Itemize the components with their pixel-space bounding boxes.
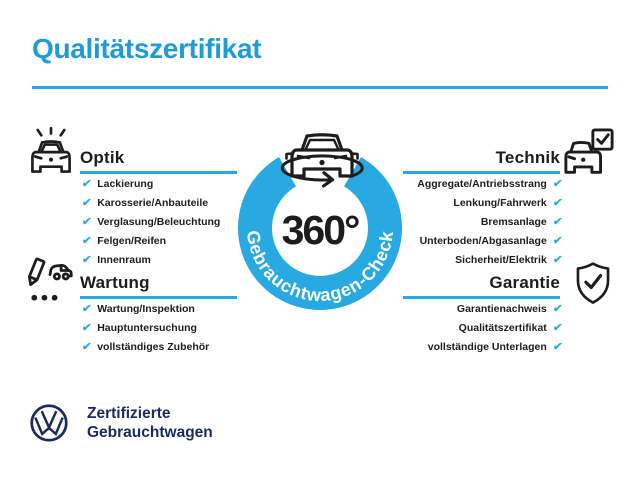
page-title: Qualitätszertifikat: [32, 33, 262, 64]
check-item: ✔ Felgen/Reifen: [81, 234, 167, 248]
check-item: Unterboden/Abgasanlage ✔: [419, 234, 563, 248]
check-item: Sicherheit/Elektrik ✔: [455, 253, 563, 267]
check-item: Qualitätszertifikat ✔: [458, 321, 563, 335]
check-item-label: Lenkung/Fahrwerk: [453, 197, 547, 209]
section-rule-garantie: [403, 296, 560, 299]
brand-line1: Zertifizierte: [87, 405, 171, 422]
check-item: ✔ vollständiges Zubehör: [81, 340, 210, 354]
car-front-shine-icon: [31, 126, 71, 173]
shield-check-icon: [576, 262, 610, 304]
check-item-label: Verglasung/Beleuchtung: [97, 216, 221, 228]
check-item: Lenkung/Fahrwerk ✔: [453, 196, 563, 210]
check-item: ✔ Wartung/Inspektion: [81, 302, 195, 316]
check-icon: ✔: [81, 234, 93, 247]
degree-label: 360°: [281, 207, 361, 253]
check-icon: ✔: [552, 340, 563, 353]
check-item: Bremsanlage ✔: [480, 215, 563, 229]
check-icon: ✔: [81, 177, 93, 190]
section-rule-optik: [80, 171, 237, 174]
check-item: ✔ Verglasung/Beleuchtung: [81, 215, 221, 229]
check-item-label: Unterboden/Abgasanlage: [419, 235, 547, 247]
check-icon: ✔: [552, 177, 563, 190]
check-item: ✔ Innenraum: [81, 253, 151, 267]
check-item-label: Qualitätszertifikat: [458, 322, 547, 334]
check-item-label: Garantienachweis: [456, 303, 547, 315]
check-item-label: Innenraum: [97, 254, 151, 266]
check-item-label: Bremsanlage: [480, 216, 547, 228]
section-rule-wartung: [80, 296, 237, 299]
check-item-label: Hauptuntersuchung: [97, 322, 197, 334]
check-icon: ✔: [552, 253, 563, 266]
check-icon: ✔: [552, 234, 563, 247]
check-icon: ✔: [81, 302, 93, 315]
check-item-label: Aggregate/Antriebsstrang: [417, 178, 547, 190]
check-item: ✔ Karosserie/Anbauteile: [81, 196, 209, 210]
360-check-ring: Gebrauchtwagen-Check: [238, 157, 402, 310]
check-item: Garantienachweis ✔: [456, 302, 563, 316]
car-rotate-icon: [280, 133, 364, 188]
section-title-technik: Technik: [495, 148, 560, 167]
pencil-car-icon: [27, 257, 73, 301]
check-item-label: Wartung/Inspektion: [97, 303, 195, 315]
check-item: vollständige Unterlagen ✔: [427, 340, 563, 354]
check-item-label: Sicherheit/Elektrik: [455, 254, 547, 266]
check-icon: ✔: [552, 302, 563, 315]
section-title-wartung: Wartung: [80, 273, 150, 292]
check-item: ✔ Hauptuntersuchung: [81, 321, 197, 335]
check-item: Aggregate/Antriebsstrang ✔: [417, 177, 563, 191]
check-icon: ✔: [81, 321, 93, 334]
check-item-label: Felgen/Reifen: [97, 235, 167, 247]
check-icon: ✔: [552, 196, 563, 209]
section-rule-technik: [403, 171, 560, 174]
check-item-label: vollständige Unterlagen: [427, 341, 547, 353]
section-title-garantie: Garantie: [489, 273, 560, 292]
brand-text: Zertifizierte Gebrauchtwagen: [87, 405, 213, 442]
check-item-label: Karosserie/Anbauteile: [97, 197, 209, 209]
check-item: ✔ Lackierung: [81, 177, 154, 191]
vw-logo: [30, 404, 68, 442]
check-item-label: vollständiges Zubehör: [97, 341, 210, 353]
car-checkbox-icon: [564, 128, 614, 174]
check-icon: ✔: [81, 215, 93, 228]
check-item-label: Lackierung: [97, 178, 154, 190]
check-icon: ✔: [552, 215, 563, 228]
brand-line2: Gebrauchtwagen: [87, 423, 213, 441]
section-title-optik: Optik: [80, 148, 125, 167]
check-icon: ✔: [81, 196, 93, 209]
check-icon: ✔: [81, 340, 93, 353]
check-icon: ✔: [552, 321, 563, 334]
header-divider: [32, 86, 608, 89]
check-icon: ✔: [81, 253, 93, 266]
